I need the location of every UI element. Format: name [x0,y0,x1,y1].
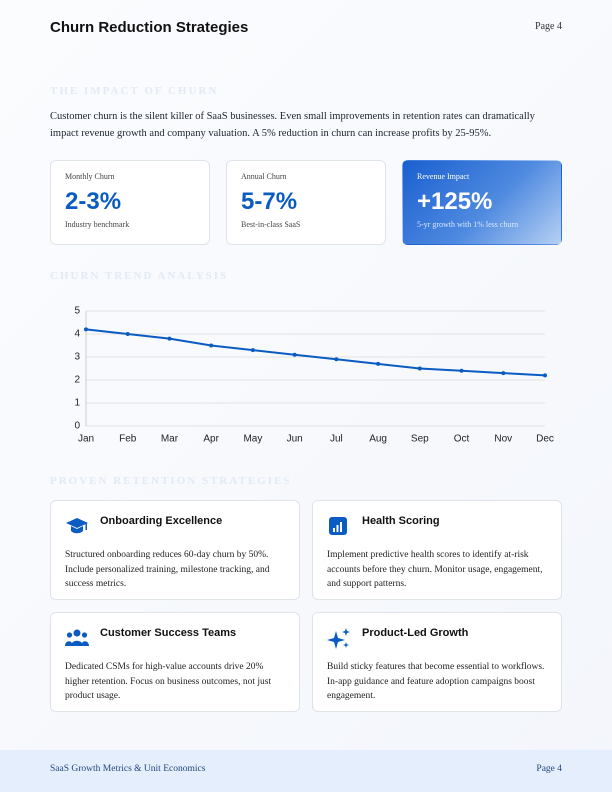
strategy-text: Dedicated CSMs for high-value accounts d… [65,662,272,701]
x-tick-label: Feb [119,434,137,445]
x-tick-label: Apr [203,434,219,445]
x-tick-label: Nov [494,434,512,445]
stat-value: 2-3% [65,188,122,215]
icon [329,517,347,535]
stat-value: +125% [417,188,493,215]
stat-card: Revenue Impact +125% 5-yr growth with 1%… [402,160,562,245]
strategy-title: Product-Led Growth [362,627,469,639]
section-heading: THE IMPACT OF CHURN [50,85,219,97]
icon [65,629,89,646]
x-tick-label: Aug [369,434,387,445]
y-tick-label: 5 [74,306,80,317]
y-tick-label: 2 [74,375,80,386]
strategy-text: Structured onboarding reduces 60-day chu… [65,550,270,589]
y-tick-label: 4 [74,329,80,340]
x-tick-label: Dec [536,434,554,445]
strategy-title: Onboarding Excellence [100,515,223,527]
y-tick-label: 3 [74,352,80,363]
stat-label: Revenue Impact [417,172,470,181]
stat-note: Industry benchmark [65,220,130,229]
icon [327,628,350,649]
strategy-text: Build sticky features that become essent… [327,662,545,701]
footer-page: Page 4 [536,764,562,774]
data-point [417,366,422,371]
strategy-title: Customer Success Teams [100,627,237,639]
strategy-card: Health Scoring Implement predictive heal… [312,500,562,600]
section-heading: CHURN TREND ANALYSIS [50,270,229,282]
data-point [501,371,506,376]
stat-label: Monthly Churn [65,172,115,181]
data-point [543,373,547,378]
x-tick-label: Jun [287,434,303,445]
stat-card: Monthly Churn 2-3% Industry benchmark [50,160,210,245]
section-heading: PROVEN RETENTION STRATEGIES [50,475,292,487]
data-point [459,368,464,373]
x-tick-label: Oct [454,434,470,445]
strategy-title: Health Scoring [362,515,440,527]
data-point [334,357,339,362]
stat-value: 5-7% [241,188,298,215]
x-tick-label: Sep [411,434,429,445]
intro-text: Customer churn is the silent killer of S… [50,111,535,139]
icon [66,518,88,534]
line-series [85,328,546,377]
strategy-card: Product-Led Growth Build sticky features… [312,612,562,712]
x-tick-label: May [243,434,262,445]
page-number: Page 4 [535,21,562,32]
strategy-card: Customer Success Teams Dedicated CSMs fo… [50,612,300,712]
stat-label: Annual Churn [241,172,287,181]
y-tick-label: 0 [74,421,80,432]
data-point [84,327,88,332]
y-tick-label: 1 [74,398,80,409]
strategy-text: Implement predictive health scores to id… [327,550,543,589]
stat-card: Annual Churn 5-7% Best-in-class SaaS [226,160,386,245]
data-point [376,361,381,366]
x-tick-label: Mar [161,434,179,445]
x-tick-label: Jan [78,434,94,445]
data-point [292,352,297,357]
data-point [250,348,255,353]
x-tick-label: Jul [330,434,343,445]
data-point [209,343,214,348]
footer: SaaS Growth Metrics & Unit Economics Pag… [0,750,612,792]
stat-note: Best-in-class SaaS [241,220,301,229]
data-point [125,332,130,336]
footer-text: SaaS Growth Metrics & Unit Economics [50,764,206,774]
data-point [167,336,172,341]
stat-note: 5-yr growth with 1% less churn [417,220,519,229]
chart: 0 1 2 3 4 5 Jan Feb Mar Apr May Jun Jul Aug Sep Oct Nov D… [74,306,554,445]
page-title: Churn Reduction Strategies [50,19,249,36]
strategy-card: Onboarding Excellence Structured onboard… [50,500,300,600]
